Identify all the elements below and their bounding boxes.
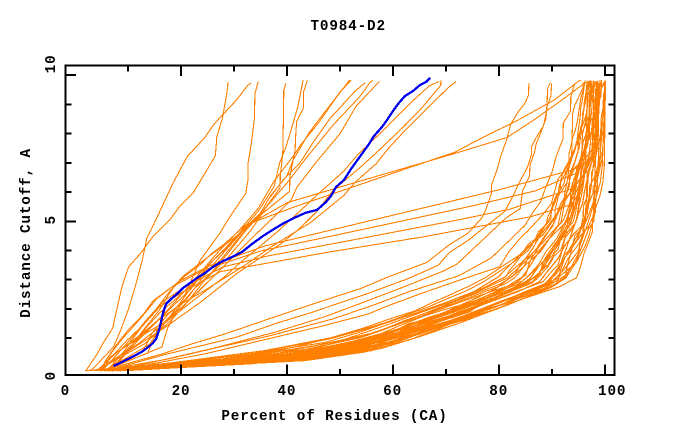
svg-text:Percent of Residues (CA): Percent of Residues (CA)	[221, 409, 447, 425]
svg-text:0: 0	[44, 371, 60, 380]
svg-text:T0984-D2: T0984-D2	[310, 19, 385, 35]
svg-text:10: 10	[44, 54, 60, 73]
svg-text:Distance Cutoff, A: Distance Cutoff, A	[19, 148, 35, 318]
svg-text:80: 80	[489, 384, 508, 400]
svg-text:100: 100	[598, 384, 626, 400]
svg-text:20: 20	[172, 384, 191, 400]
svg-text:40: 40	[277, 384, 296, 400]
svg-text:0: 0	[61, 384, 70, 400]
svg-text:60: 60	[383, 384, 402, 400]
svg-text:5: 5	[44, 215, 60, 224]
